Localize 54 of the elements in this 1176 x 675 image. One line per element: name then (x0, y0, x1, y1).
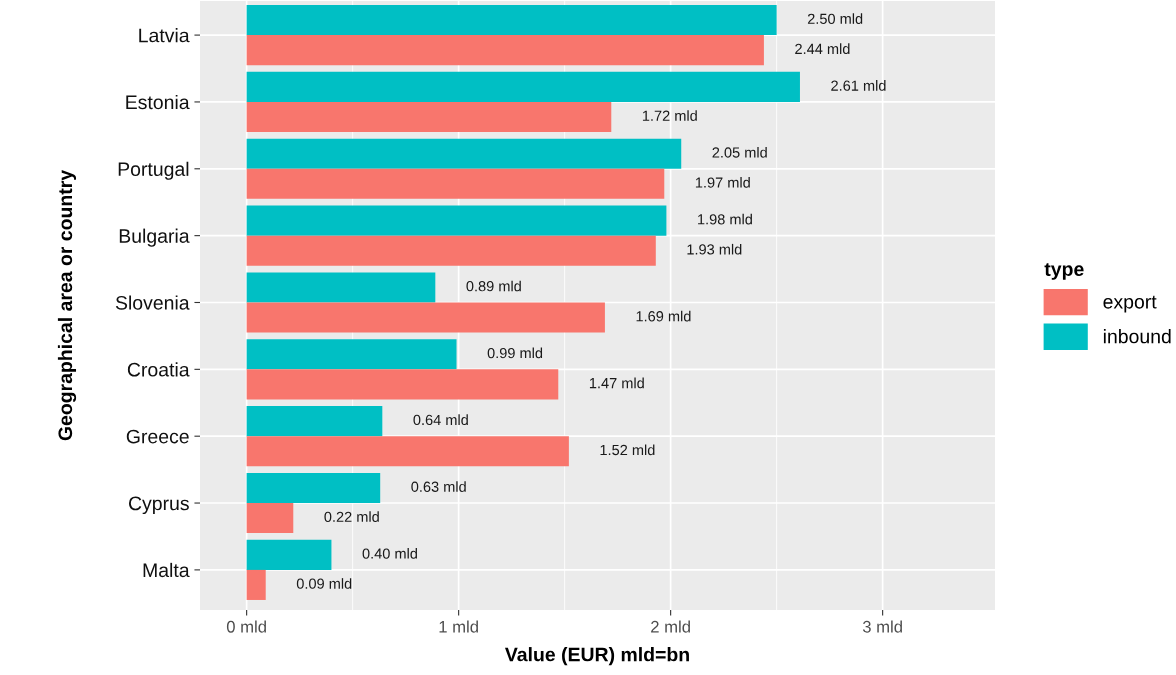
bar (246, 5, 777, 36)
legend-label: export (1103, 295, 1157, 313)
bar (246, 472, 381, 504)
legend-label: inbound (1103, 329, 1171, 344)
y-axis-title: Geographical area or country (57, 169, 77, 441)
bar (246, 272, 436, 303)
bar (246, 138, 682, 169)
y-tick-label: Portugal (118, 161, 189, 180)
data-label: 1.47 mld (589, 377, 644, 389)
bar (246, 235, 656, 266)
bar (246, 406, 383, 437)
y-tick-label: Cyprus (128, 496, 189, 515)
bar (246, 35, 764, 66)
data-label: 1.72 mld (642, 110, 697, 121)
data-label: 2.61 mld (831, 80, 886, 91)
y-tick-label: Latvia (139, 28, 190, 43)
data-label: 1.98 mld (698, 213, 752, 225)
bar (246, 503, 294, 534)
data-label: 0.09 mld (296, 578, 352, 589)
y-tick-label: Greece (126, 429, 189, 444)
y-tick-label: Croatia (127, 362, 190, 377)
data-label: 2.44 mld (795, 43, 850, 55)
data-label: 0.89 mld (466, 280, 521, 292)
data-label: 0.40 mld (362, 548, 417, 559)
bar (246, 101, 612, 133)
data-label: 0.99 mld (487, 347, 543, 359)
data-label: 1.97 mld (695, 177, 750, 188)
bar (246, 168, 665, 199)
x-axis-title: Value (EUR) mld=bn (504, 647, 689, 666)
bar (246, 539, 332, 570)
data-label: 0.64 mld (413, 414, 468, 426)
x-tick-label: 1 mld (439, 620, 478, 633)
data-label: 1.52 mld (600, 444, 655, 456)
x-tick-label: 0 mld (226, 620, 266, 633)
bar (246, 436, 569, 467)
bar (246, 71, 800, 102)
bar (246, 369, 559, 400)
data-label: 1.69 mld (636, 310, 691, 322)
y-tick-label: Malta (143, 562, 190, 578)
y-tick-label: Bulgaria (119, 228, 190, 247)
data-label: 2.50 mld (807, 13, 863, 24)
data-label: 0.63 mld (411, 481, 466, 492)
data-label: 1.93 mld (687, 243, 742, 255)
bar (246, 302, 605, 333)
y-tick-label: Estonia (126, 94, 190, 110)
data-label: 0.22 mld (324, 511, 379, 522)
bar (246, 205, 667, 236)
data-label: 2.05 mld (712, 146, 767, 158)
x-tick-label: 3 mld (862, 620, 902, 633)
y-tick-label: Slovenia (115, 295, 190, 310)
bar (246, 339, 457, 370)
legend-title: type (1044, 263, 1084, 280)
x-tick-label: 2 mld (651, 620, 690, 633)
bar (246, 569, 266, 600)
